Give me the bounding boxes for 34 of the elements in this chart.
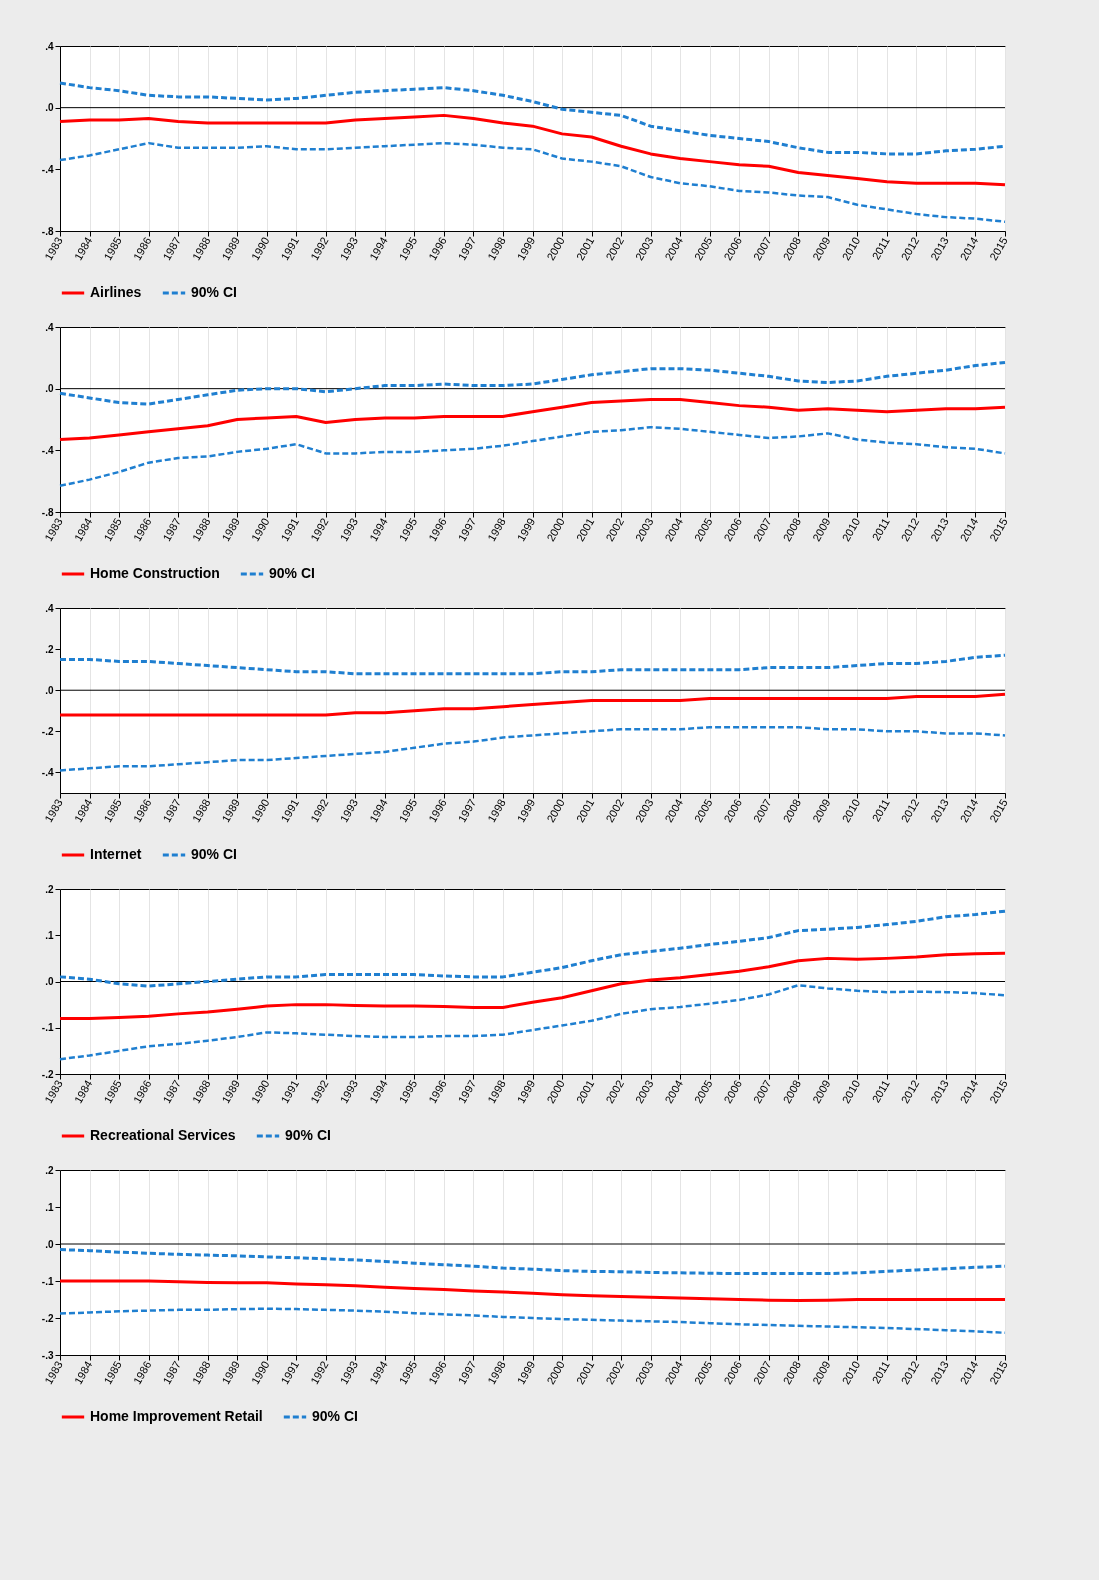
y-tick-label: -.2	[41, 1068, 54, 1080]
y-tick-label: .0	[45, 102, 54, 114]
legend-label: Home Construction	[90, 565, 220, 581]
legend-label: Airlines	[90, 284, 142, 300]
legend-label: 90% CI	[285, 1127, 331, 1143]
y-tick-label: .0	[45, 684, 54, 696]
y-tick-label: -.1	[41, 1022, 54, 1034]
y-tick-label: .2	[45, 1164, 54, 1176]
y-tick-label: -.8	[41, 506, 54, 518]
y-tick-label: .4	[45, 321, 54, 333]
legend-label: 90% CI	[312, 1408, 358, 1424]
y-tick-label: -.4	[41, 766, 54, 778]
legend-label: 90% CI	[191, 846, 237, 862]
legend-label: Home Improvement Retail	[90, 1408, 263, 1424]
legend-label: 90% CI	[191, 284, 237, 300]
y-tick-label: -.4	[41, 444, 54, 456]
y-tick-label: .0	[45, 976, 54, 987]
y-tick-label: .4	[45, 40, 54, 52]
y-tick-label: .0	[45, 383, 54, 395]
y-tick-label: .4	[45, 602, 54, 614]
y-tick-label: -.2	[41, 725, 54, 737]
y-tick-label: -.1	[41, 1275, 54, 1287]
y-tick-label: -.8	[41, 225, 54, 237]
y-tick-label: .1	[45, 1201, 54, 1213]
legend-label: Recreational Services	[90, 1127, 236, 1143]
y-tick-label: -.2	[41, 1312, 54, 1324]
y-tick-label: .1	[45, 929, 54, 941]
legend-label: 90% CI	[269, 565, 315, 581]
y-tick-label: .2	[45, 883, 54, 895]
legend-label: Internet	[90, 846, 142, 862]
y-tick-label: -.4	[41, 163, 54, 175]
y-tick-label: .2	[45, 643, 54, 655]
y-tick-label: .0	[45, 1238, 54, 1250]
y-tick-label: -.3	[41, 1349, 54, 1361]
